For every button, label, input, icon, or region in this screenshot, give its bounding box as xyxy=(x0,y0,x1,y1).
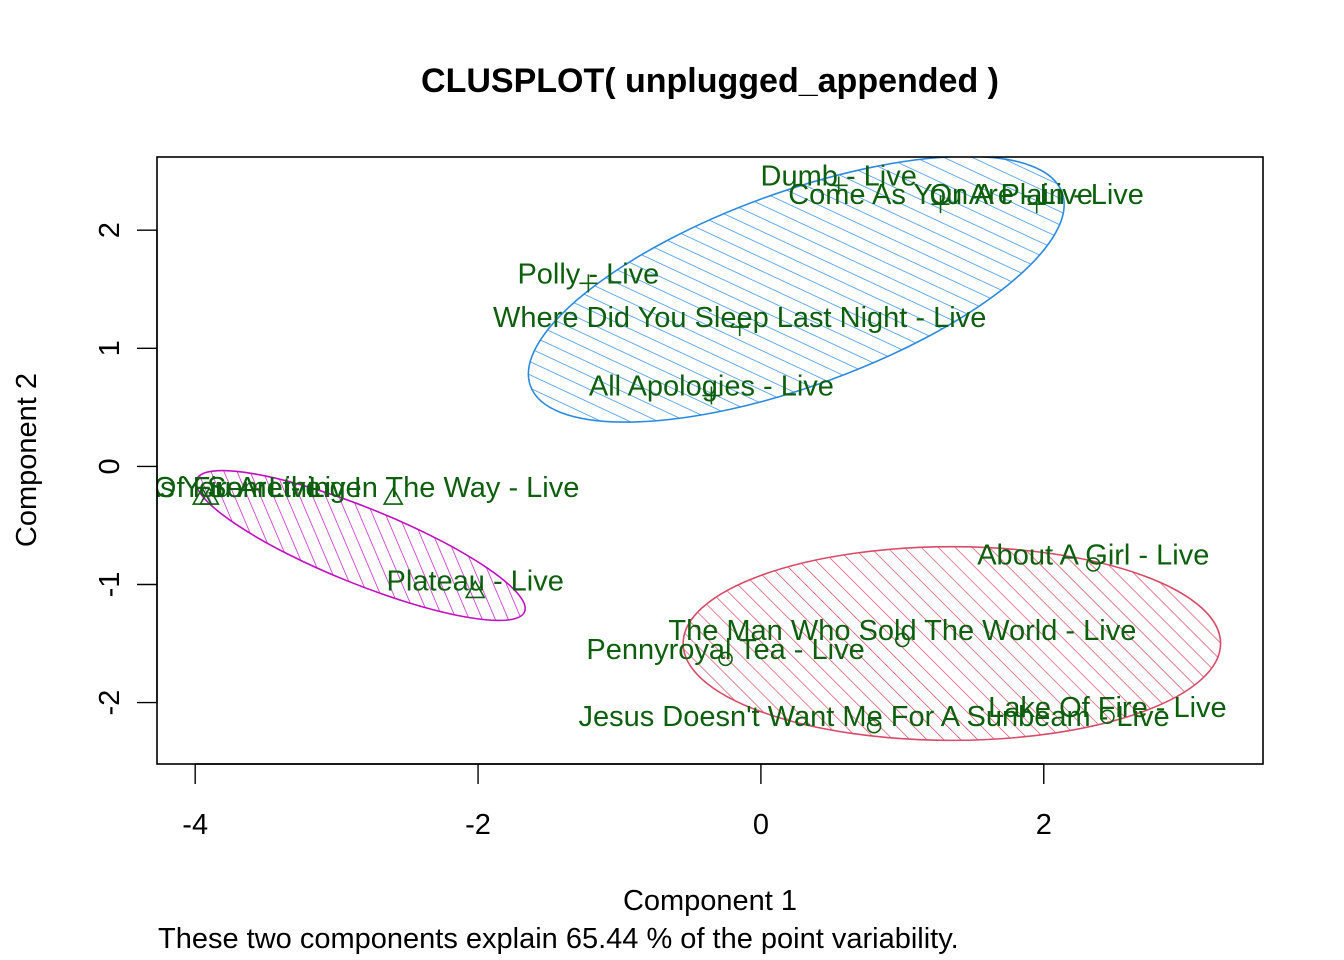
data-point xyxy=(464,579,486,599)
data-point xyxy=(1100,709,1115,725)
y-tick-label: -1 xyxy=(94,572,126,598)
data-point xyxy=(718,651,733,667)
data-point xyxy=(191,486,213,505)
data-point xyxy=(895,632,910,648)
data-point xyxy=(730,318,749,337)
x-tick-label: 0 xyxy=(753,809,769,841)
data-point xyxy=(931,195,950,214)
data-point xyxy=(866,718,882,734)
point-label: Come As You Are - Live xyxy=(788,179,1093,211)
data-point xyxy=(829,176,848,195)
y-tick-label: 0 xyxy=(94,458,126,474)
point-label: Plateau - Live xyxy=(387,565,564,597)
y-axis-label: Component 2 xyxy=(11,373,43,547)
point-label: Lake Of Fire - Live xyxy=(988,692,1227,724)
cluster-ellipse xyxy=(195,469,526,622)
data-point xyxy=(1085,557,1101,572)
y-axis: -2 -1 0 1 2 xyxy=(94,222,158,716)
chart-title: CLUSPLOT( unplugged_appended ) xyxy=(421,62,999,100)
point-label: Dumb - Live xyxy=(761,160,917,192)
data-point xyxy=(702,386,721,405)
point-label: The Man Who Sold The World - Live xyxy=(668,615,1136,647)
cluster-points xyxy=(191,176,1115,734)
point-label: About A Girl - Live xyxy=(977,539,1209,571)
x-axis-label: Component 1 xyxy=(623,885,797,917)
x-tick-label: -4 xyxy=(182,809,208,841)
point-label: Polly - Live xyxy=(517,258,659,290)
point-label: Lake Of Fire - Live xyxy=(83,472,322,504)
x-tick-label: 2 xyxy=(1036,809,1052,841)
point-label: Where Did You Sleep Last Night - Live xyxy=(493,302,986,334)
cluster-ellipse xyxy=(527,157,1065,423)
cluster-ellipses xyxy=(195,157,1222,742)
data-point xyxy=(382,486,404,505)
y-tick-label: -2 xyxy=(94,690,126,716)
x-tick-label: -2 xyxy=(465,809,491,841)
cluster-ellipse xyxy=(682,545,1222,742)
chart-subtitle: These two components explain 65.44 % of … xyxy=(158,923,959,955)
data-point xyxy=(1027,195,1046,214)
y-tick-label: 1 xyxy=(94,340,126,356)
point-label: Jesus Doesn't Want Me For A Sunbeam - Li… xyxy=(578,701,1169,733)
y-tick-label: 2 xyxy=(94,222,126,238)
point-label: Something In The Way - Live xyxy=(207,472,579,504)
data-point xyxy=(579,274,598,293)
point-label: Come As You Are - Live xyxy=(57,472,362,504)
point-label: On A Plain - Live xyxy=(930,179,1144,211)
x-axis: -4 -2 0 2 xyxy=(182,763,1052,841)
point-label: Pennyroyal Tea - Live xyxy=(586,634,864,666)
point-label: All Apologies - Live xyxy=(589,371,834,403)
